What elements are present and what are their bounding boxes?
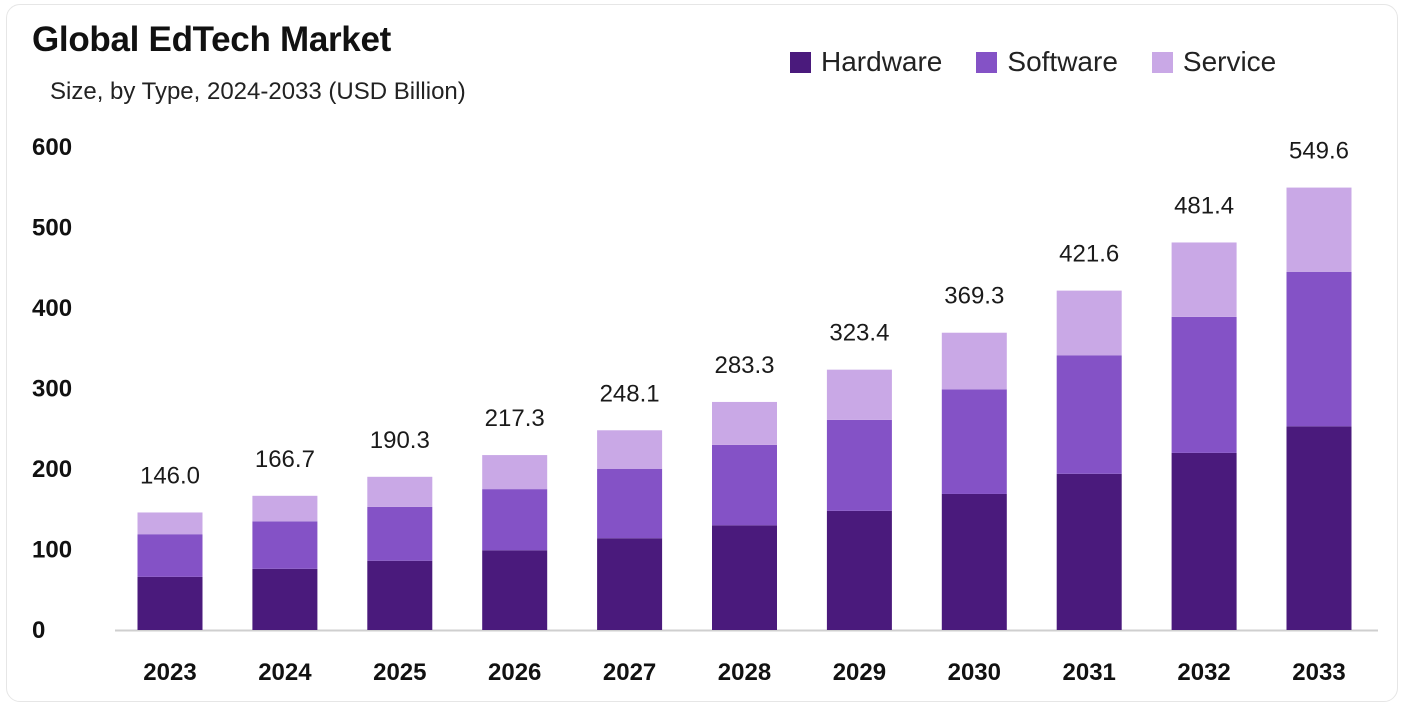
y-tick-label: 300: [32, 376, 72, 403]
x-tick-label: 2028: [718, 659, 771, 686]
x-tick-label: 2033: [1292, 659, 1345, 686]
legend-item-hardware: Hardware: [790, 46, 942, 78]
bar-segment-hardware: [826, 510, 892, 630]
bar-segment-hardware: [367, 560, 433, 630]
x-tick-label: 2026: [488, 659, 541, 686]
legend-label-service: Service: [1182, 46, 1277, 77]
chart-title: Global EdTech Market: [32, 20, 391, 59]
bar-total-label: 481.4: [1174, 192, 1234, 219]
bar-segment-service: [367, 476, 433, 507]
bar-segment-hardware: [1171, 452, 1237, 630]
bar-segment-hardware: [712, 525, 777, 630]
bar-segment-hardware: [597, 538, 663, 630]
bar-segment-service: [137, 512, 203, 535]
legend-label-software: Software: [1007, 46, 1118, 77]
bar-total-label: 369.3: [944, 283, 1004, 310]
y-tick-label: 200: [32, 456, 72, 483]
bar-segment-hardware: [137, 576, 203, 630]
bar-total-label: 166.7: [255, 446, 315, 473]
x-tick-label: 2025: [373, 659, 426, 686]
bar-segment-software: [1171, 316, 1237, 453]
x-tick-label: 2029: [833, 659, 886, 686]
bar-total-label: 217.3: [485, 405, 545, 432]
x-tick-label: 2027: [603, 659, 656, 686]
bar-segment-hardware: [1286, 426, 1352, 630]
bar-segment-hardware: [941, 493, 1007, 630]
bar-segment-software: [597, 469, 663, 539]
y-tick-label: 500: [32, 215, 72, 242]
chart-subtitle: Size, by Type, 2024-2033 (USD Billion): [50, 78, 466, 105]
x-tick-label: 2031: [1063, 659, 1116, 686]
bar-segment-service: [941, 332, 1007, 390]
legend-item-software: Software: [976, 46, 1118, 78]
legend-swatch-hardware: [790, 51, 811, 73]
bar-segment-software: [1286, 271, 1352, 427]
bar-segment-software: [941, 389, 1007, 494]
y-tick-label: 100: [32, 537, 72, 564]
bar-segment-software: [1056, 355, 1122, 474]
bar-segment-hardware: [1056, 473, 1122, 630]
legend-label-hardware: Hardware: [821, 46, 943, 77]
legend-swatch-service: [1151, 51, 1173, 73]
bar-segment-service: [1056, 290, 1122, 356]
x-tick-label: 2032: [1177, 659, 1230, 686]
chart-frame: [6, 4, 1398, 702]
x-tick-label: 2023: [143, 659, 196, 686]
bar-total-label: 549.6: [1289, 138, 1349, 165]
bar-segment-service: [1286, 187, 1352, 272]
bar-total-label: 283.3: [714, 352, 774, 379]
bar-segment-software: [252, 521, 318, 569]
bar-segment-software: [137, 534, 203, 577]
bar-segment-service: [252, 495, 318, 522]
bar-segment-service: [826, 369, 892, 420]
bar-segment-service: [712, 401, 777, 445]
bar-total-label: 190.3: [370, 427, 430, 454]
legend-swatch-software: [976, 51, 998, 73]
bar-segment-service: [482, 455, 548, 490]
legend-item-service: Service: [1151, 46, 1277, 78]
x-tick-label: 2030: [948, 659, 1001, 686]
chart-legend: Hardware Software Service: [790, 46, 1276, 78]
bar-segment-hardware: [482, 550, 548, 630]
y-tick-label: 400: [32, 295, 72, 322]
bar-segment-software: [482, 489, 548, 551]
x-tick-label: 2024: [258, 659, 312, 686]
bar-segment-service: [1171, 242, 1237, 317]
bar-total-label: 421.6: [1059, 241, 1119, 268]
y-tick-label: 600: [32, 134, 72, 161]
bar-segment-service: [597, 430, 663, 469]
bar-segment-hardware: [252, 568, 318, 630]
bar-total-label: 323.4: [829, 320, 889, 347]
bar-total-label: 248.1: [600, 380, 660, 407]
bar-segment-software: [712, 444, 777, 526]
y-tick-label: 0: [32, 617, 45, 644]
bar-total-label: 146.0: [140, 462, 200, 489]
bar-segment-software: [367, 506, 433, 561]
bar-segment-software: [826, 419, 892, 511]
